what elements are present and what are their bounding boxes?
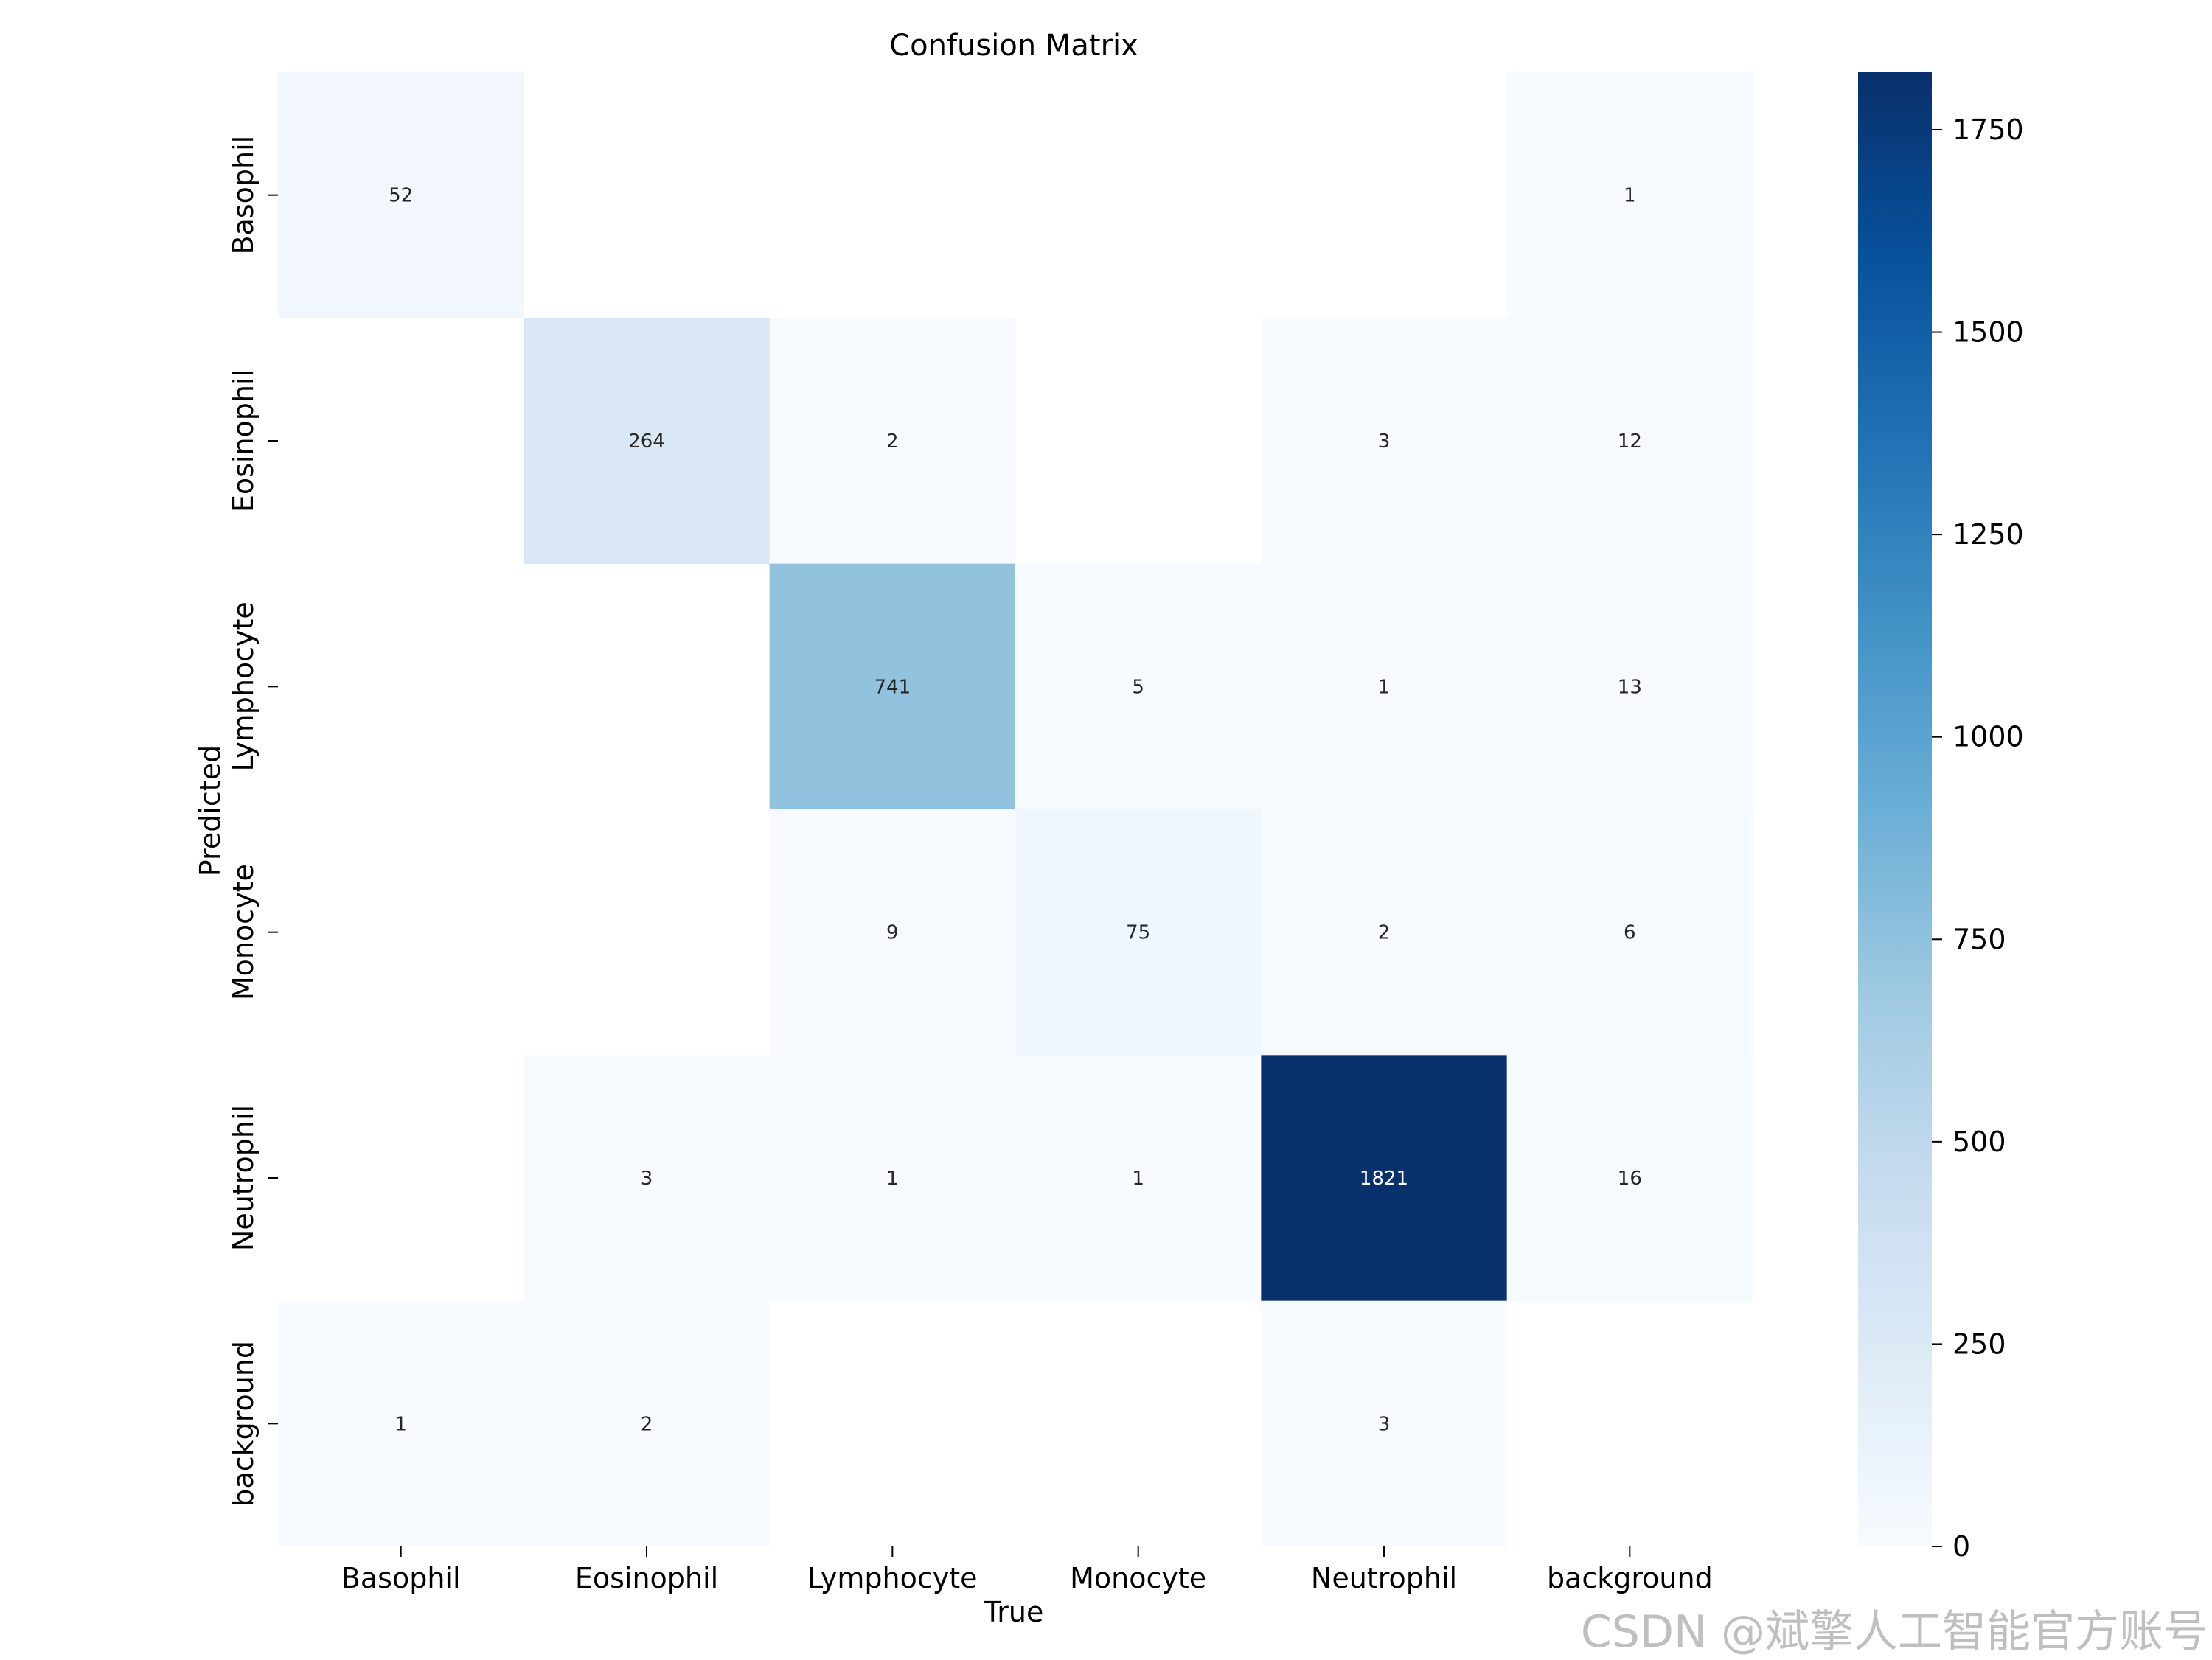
heatmap-cell (1506, 72, 1753, 318)
x-axis-label: True (984, 1596, 1044, 1628)
heatmap-cell (278, 1300, 524, 1547)
x-tick-label: Lymphocyte (807, 1562, 977, 1594)
colorbar-tick-label: 0 (1952, 1530, 1970, 1563)
cell-value: 1 (1624, 185, 1636, 207)
cell-value: 6 (1624, 922, 1636, 944)
colorbar-tick-label: 250 (1952, 1328, 2006, 1360)
x-tick-label: Monocyte (1070, 1562, 1206, 1594)
cell-value: 2 (1378, 922, 1391, 944)
heatmap-cell (1506, 1055, 1753, 1302)
colorbar-tick-label: 1250 (1952, 518, 2024, 551)
heatmap-cell (278, 72, 524, 318)
cell-value: 1 (1132, 1168, 1144, 1190)
x-tick-label: background (1547, 1562, 1713, 1594)
heatmap-cell (1506, 809, 1753, 1056)
x-tick-label: Eosinophil (575, 1562, 718, 1594)
colorbar-gradient (1858, 72, 1932, 1546)
y-tick-label: Neutrophil (227, 1105, 260, 1251)
colorbar: 0 250 500 750 1000 1250 1500 1750 (1858, 72, 2024, 1563)
heatmap-cell (1261, 1300, 1508, 1547)
cell-value: 52 (389, 185, 413, 207)
heatmap-cell (1015, 809, 1262, 1056)
y-axis-label: Predicted (194, 745, 226, 876)
cell-value: 1 (886, 1168, 899, 1190)
cell-value: 2 (886, 430, 899, 453)
cell-value: 12 (1618, 430, 1642, 453)
x-tick-label: Basophil (341, 1562, 461, 1594)
cell-value: 1 (1378, 676, 1391, 698)
cell-value: 3 (641, 1168, 653, 1190)
cell-value: 1821 (1360, 1168, 1408, 1190)
heatmap-cell (1261, 563, 1508, 810)
heatmap-cell (524, 318, 771, 565)
y-axis: Basophil Eosinophil Lymphocyte Monocyte Neut… (227, 136, 278, 1507)
heatmap-cell (1506, 563, 1753, 810)
y-tick-label: background (227, 1341, 260, 1507)
heatmap-cell (1015, 1055, 1262, 1302)
heatmap-cells (278, 72, 1753, 1547)
heatmap-cell (524, 1055, 771, 1302)
heatmap-cell (769, 563, 1016, 810)
cell-value: 264 (628, 430, 665, 453)
y-tick-label: Eosinophil (227, 369, 260, 512)
heatmap-cell (524, 1300, 771, 1547)
colorbar-tick-label: 1750 (1952, 114, 2024, 146)
cell-value: 741 (874, 676, 911, 698)
y-tick-label: Lymphocyte (227, 601, 260, 771)
cell-value: 13 (1618, 676, 1642, 698)
colorbar-tick-label: 1500 (1952, 316, 2024, 349)
colorbar-tick-label: 750 (1952, 923, 2006, 955)
cell-value: 16 (1618, 1168, 1642, 1190)
heatmap-cell (769, 318, 1016, 565)
cell-value: 75 (1126, 922, 1150, 944)
y-tick-label: Basophil (227, 136, 260, 255)
cell-value: 5 (1132, 676, 1144, 698)
cell-value: 1 (394, 1413, 407, 1435)
cell-value: 3 (1378, 1413, 1391, 1435)
cell-value: 2 (641, 1413, 653, 1435)
watermark-text: CSDN @斌擎人工智能官方账号 (1580, 1606, 2208, 1658)
cell-value: 9 (886, 922, 899, 944)
chart-title: Confusion Matrix (889, 29, 1138, 63)
heatmap-cell (1261, 318, 1508, 565)
colorbar-tick-label: 500 (1952, 1126, 2006, 1158)
heatmap-cell (1261, 1055, 1508, 1302)
x-tick-label: Neutrophil (1311, 1562, 1457, 1594)
y-tick-label: Monocyte (227, 864, 260, 1000)
heatmap-cell (1015, 563, 1262, 810)
heatmap-cell (1506, 318, 1753, 565)
colorbar-tick-label: 1000 (1952, 721, 2024, 753)
cell-value: 3 (1378, 430, 1391, 453)
heatmap-cell (769, 1055, 1016, 1302)
heatmap-cell (1261, 809, 1508, 1056)
x-axis: Basophil Eosinophil Lymphocyte Monocyte Neut… (341, 1546, 1713, 1594)
heatmap-cell (769, 809, 1016, 1056)
